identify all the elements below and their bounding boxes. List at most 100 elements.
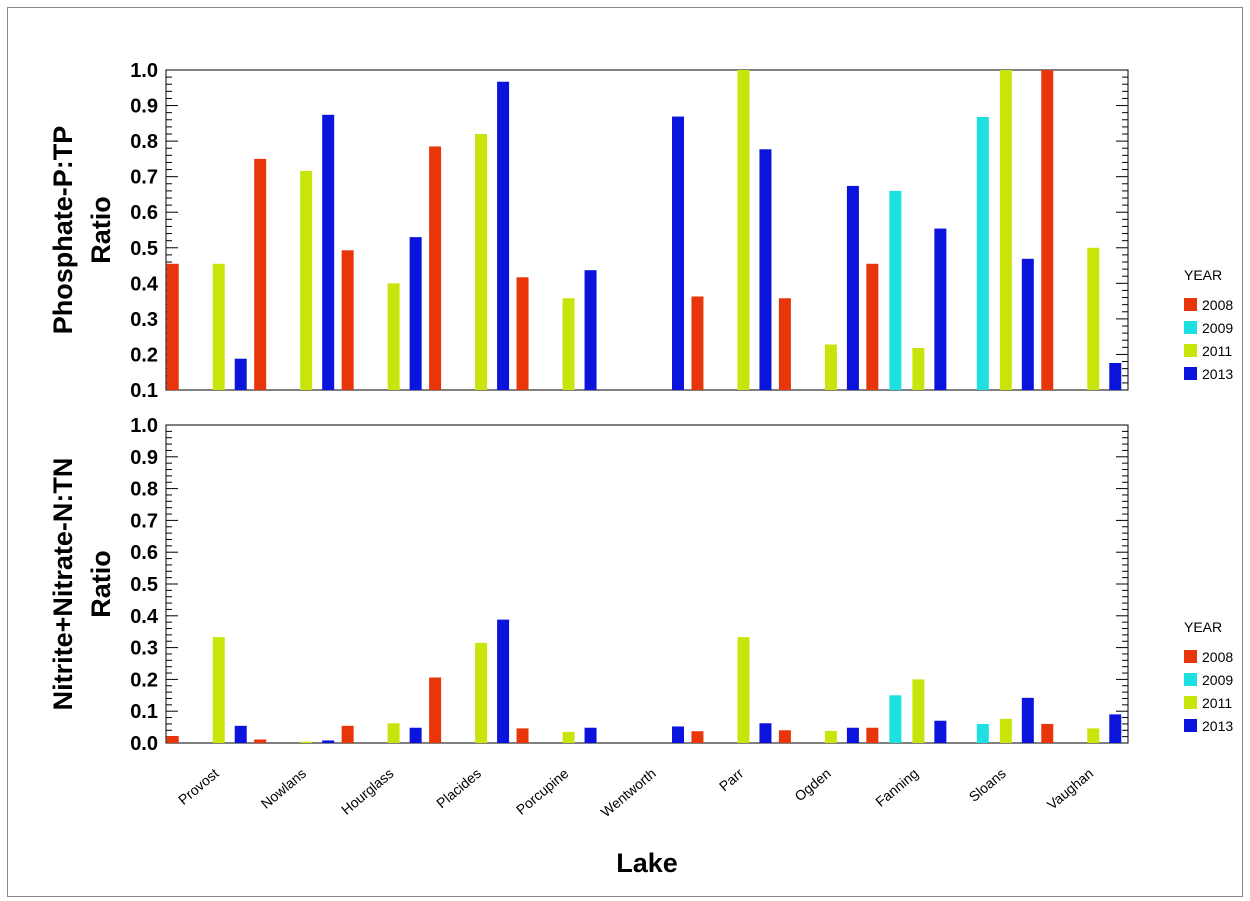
bar-2011: [212, 263, 225, 390]
x-tick-label: Sloans: [966, 765, 1009, 805]
bar-2013: [234, 358, 247, 390]
bar-2008: [778, 298, 791, 390]
bar-2011: [737, 637, 750, 743]
y-axis-title: Phosphate-P:TP: [48, 126, 78, 335]
bar-2011: [999, 718, 1012, 743]
y-tick-label: 0.5: [130, 574, 158, 596]
legend-swatch: [1184, 650, 1197, 663]
y-tick-label: 0.4: [130, 273, 159, 295]
y-tick-label: 0.1: [130, 701, 158, 723]
plot-frame: [165, 69, 1129, 391]
bar-2013: [759, 149, 772, 390]
legend-swatch: [1184, 298, 1197, 311]
x-tick-label: Porcupine: [513, 765, 572, 818]
bar-2011: [300, 741, 313, 743]
bar-2008: [778, 730, 791, 743]
y-tick-label: 0.5: [130, 238, 158, 260]
bar-2013: [934, 228, 947, 390]
y-tick-label: 0.6: [130, 202, 158, 224]
y-axis-title: Ratio: [86, 196, 116, 264]
y-tick-label: 0.9: [130, 447, 158, 469]
y-tick-label: 0.8: [130, 131, 158, 153]
bar-2011: [1087, 728, 1100, 743]
bar-2013: [497, 619, 510, 743]
bar-2008: [866, 263, 879, 390]
legend-title: YEAR: [1184, 267, 1222, 283]
bar-2008: [254, 739, 267, 743]
bar-2008: [166, 736, 179, 743]
y-tick-label: 0.2: [130, 669, 158, 691]
bar-2013: [409, 727, 422, 743]
bar-2008: [691, 731, 704, 743]
y-tick-label: 0.2: [130, 344, 158, 366]
bar-2008: [254, 158, 267, 390]
bar-2008: [341, 250, 354, 390]
bar-2013: [672, 726, 684, 743]
bar-2013: [934, 720, 947, 743]
legend-swatch: [1184, 321, 1197, 334]
x-tick-label: Placides: [433, 765, 484, 811]
panel-bottom: 0.0 0.1 0.2 0.3 0.4 0.5 0.6 0.7 0.8 0.9 1.0 Nitrite…: [48, 415, 1233, 878]
bar-2013: [672, 116, 684, 391]
bar-2011: [562, 298, 575, 390]
y-tick-label: 0.1: [130, 380, 158, 402]
bar-2011: [912, 679, 925, 743]
x-tick-label: Fanning: [872, 765, 921, 810]
bar-2008: [516, 277, 529, 390]
bar-2009: [889, 190, 902, 390]
bar-2009: [976, 116, 989, 390]
legend-label: 2013: [1202, 718, 1233, 734]
bar-2011: [824, 344, 837, 390]
legend-label: 2008: [1202, 297, 1233, 313]
bar-2008: [516, 728, 529, 743]
bar-2013: [759, 723, 772, 743]
bar-2013: [846, 727, 859, 743]
bar-2008: [341, 725, 354, 743]
bar-2008: [1041, 70, 1054, 390]
y-tick-label: 1.0: [130, 415, 158, 437]
x-tick-label: Provost: [175, 765, 222, 808]
x-tick-label: Wentworth: [598, 765, 659, 820]
bar-2011: [387, 283, 400, 390]
bar-2013: [1109, 362, 1122, 390]
bar-2013: [234, 725, 247, 743]
bar-2011: [212, 637, 225, 743]
legend-label: 2008: [1202, 649, 1233, 665]
y-tick-label: 1.0: [130, 60, 158, 82]
bar-2009: [889, 695, 902, 743]
y-tick-label: 0.7: [130, 167, 158, 189]
bar-2013: [584, 727, 597, 743]
x-tick-label: Vaughan: [1044, 765, 1096, 813]
legend-label: 2011: [1202, 695, 1232, 711]
bar-2009: [976, 723, 989, 743]
legend-label: 2009: [1202, 672, 1233, 688]
legend-swatch: [1184, 344, 1197, 357]
panel-top: 0.1 0.2 0.3 0.4 0.5 0.6 0.7 0.8 0.9 1.0 Phosphate-…: [48, 60, 1233, 402]
x-tick-label: Ogden: [791, 765, 833, 804]
bar-2013: [409, 237, 422, 390]
bar-2013: [322, 114, 335, 391]
y-tick-label: 0.0: [130, 733, 158, 755]
y-axis-title: Nitrite+Nitrate-N:TN: [48, 458, 78, 711]
legend-label: 2013: [1202, 366, 1233, 382]
y-tick-label: 0.4: [130, 606, 159, 628]
y-tick-label: 0.8: [130, 479, 158, 501]
bar-2011: [562, 731, 575, 743]
x-tick-label: Hourglass: [338, 765, 397, 818]
bar-2011: [475, 642, 488, 743]
bar-2011: [912, 348, 925, 390]
bar-2013: [846, 185, 859, 390]
figure-frame: [7, 7, 1243, 897]
bar-2008: [429, 146, 442, 390]
x-tick-label: Nowlans: [258, 765, 309, 812]
y-tick-label: 0.7: [130, 510, 158, 532]
legend-swatch: [1184, 673, 1197, 686]
legend-title: YEAR: [1184, 619, 1222, 635]
legend-label: 2009: [1202, 320, 1233, 336]
y-tick-label: 0.6: [130, 542, 158, 564]
bar-2008: [866, 727, 879, 743]
legend-swatch: [1184, 696, 1197, 709]
bar-2011: [999, 70, 1012, 390]
bar-2013: [584, 270, 597, 390]
